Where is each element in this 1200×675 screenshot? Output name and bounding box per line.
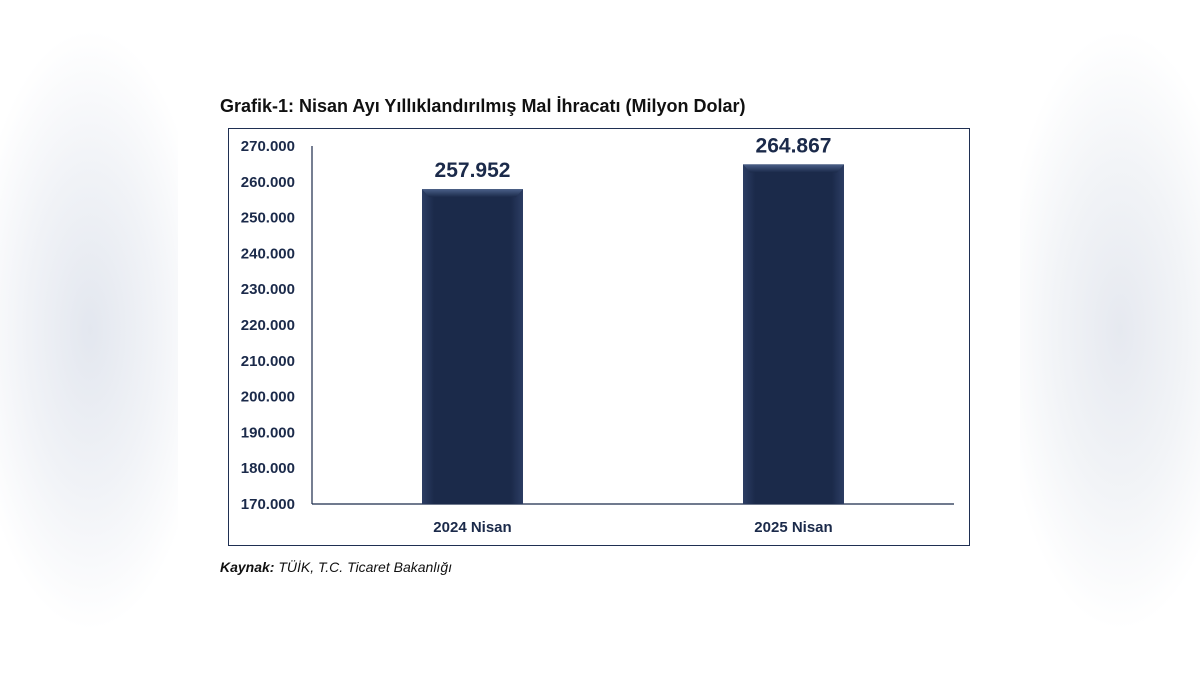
x-category-label: 2024 Nisan <box>433 519 511 536</box>
y-tick-label: 260.000 <box>241 174 295 191</box>
chart-title: Grafik-1: Nisan Ayı Yıllıklandırılmış Ma… <box>220 96 746 116</box>
y-tick-label: 220.000 <box>241 317 295 334</box>
source-label: Kaynak: <box>220 559 275 575</box>
bar-chart: 170.000 180.000 190.000 200.000 210.000 220.0… <box>241 134 954 536</box>
y-tick-label: 230.000 <box>241 281 295 298</box>
background-blur-right <box>1020 0 1200 675</box>
y-tick-label: 190.000 <box>241 424 295 441</box>
x-category-label: 2025 Nisan <box>754 519 832 536</box>
chart-frame <box>228 128 970 546</box>
bar-value-label: 264.867 <box>756 134 832 157</box>
bar <box>422 189 523 504</box>
background-blur-left <box>0 0 178 675</box>
y-tick-label: 200.000 <box>241 389 295 406</box>
source-note: Kaynak: TÜİK, T.C. Ticaret Bakanlığı <box>220 559 452 575</box>
y-tick-label: 270.000 <box>241 138 295 155</box>
y-tick-label: 170.000 <box>241 496 295 513</box>
bar <box>743 164 844 504</box>
y-tick-label: 180.000 <box>241 460 295 477</box>
source-text: TÜİK, T.C. Ticaret Bakanlığı <box>278 559 452 575</box>
y-tick-label: 210.000 <box>241 353 295 370</box>
bar-bevel <box>743 164 844 173</box>
y-tick-label: 250.000 <box>241 210 295 227</box>
y-tick-label: 240.000 <box>241 245 295 262</box>
bar-bevel <box>422 189 523 198</box>
bar-value-label: 257.952 <box>435 159 511 182</box>
